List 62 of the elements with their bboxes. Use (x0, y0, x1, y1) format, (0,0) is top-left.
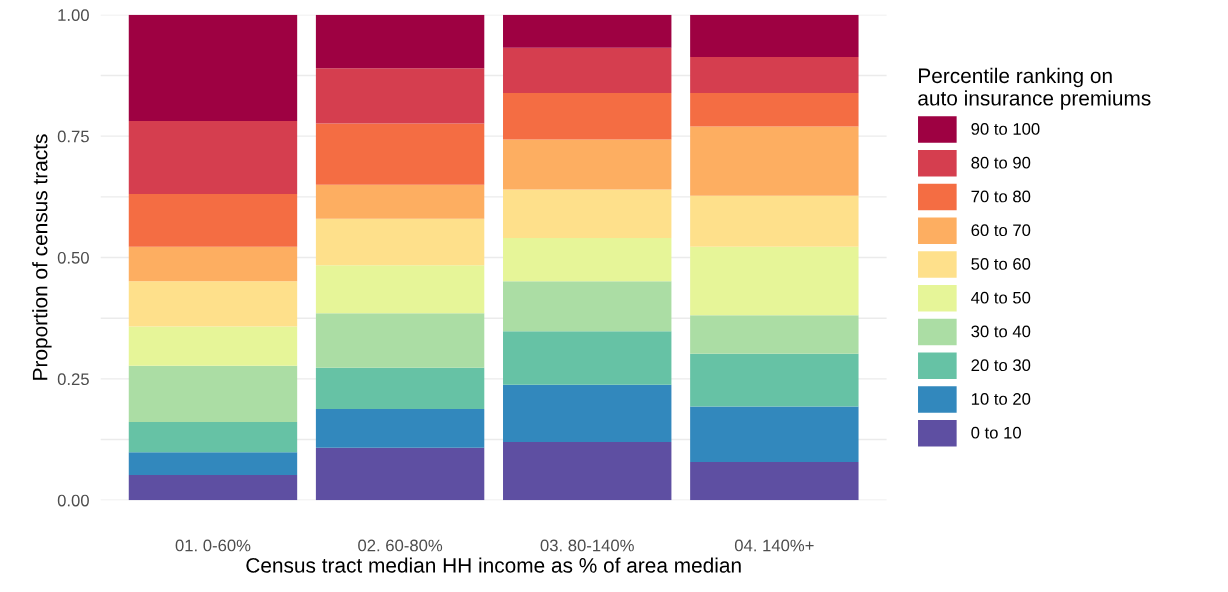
bar (315, 218, 485, 266)
bar (503, 238, 672, 282)
bar (128, 14, 298, 122)
y-tick-label: 1.00 (58, 9, 89, 21)
legend-label: 0 to 10 (971, 426, 1021, 439)
y-tick-label: 0.75 (57, 130, 89, 143)
legend-label: 80 to 90 (971, 156, 1031, 169)
legend-label: 50 to 60 (971, 258, 1031, 270)
legend-label: 60 to 70 (971, 224, 1031, 237)
bar (503, 281, 672, 332)
bar (128, 281, 298, 327)
bar (128, 365, 298, 423)
bar (503, 92, 672, 140)
bar (315, 68, 485, 124)
bar (315, 265, 485, 314)
bar (503, 189, 672, 239)
bar (503, 139, 672, 190)
bar (690, 315, 859, 354)
x-tick-label: 04. 140%+ (734, 539, 814, 552)
y-tick-label: 0.50 (57, 251, 89, 264)
legend-title: Percentile ranking on auto insurance premiums (918, 67, 1151, 110)
bar (503, 384, 672, 442)
legend-label: 90 to 100 (971, 123, 1040, 135)
bar (690, 246, 859, 316)
bar (128, 422, 298, 453)
legend-label: 70 to 80 (971, 190, 1031, 203)
bar (690, 92, 859, 127)
bar (690, 14, 859, 58)
bar (315, 14, 485, 69)
bar (503, 47, 672, 93)
bar (128, 246, 298, 282)
x-tick-label: 01. 0-60% (175, 539, 251, 552)
bar (690, 353, 859, 407)
x-axis-title: Census tract median HH income as % of area median (246, 557, 741, 573)
legend-label: 20 to 30 (971, 359, 1031, 372)
x-tick-label: 02. 60-80% (358, 539, 443, 552)
x-tick-label: 03. 80-140% (540, 539, 634, 552)
y-tick-label: 0.00 (57, 494, 89, 507)
bar (128, 193, 298, 247)
bar (315, 184, 485, 219)
bar (128, 452, 298, 475)
bar (503, 331, 672, 385)
bar (503, 441, 672, 501)
bar (690, 195, 859, 247)
bar (690, 406, 859, 462)
bar (315, 408, 485, 448)
legend-label: 30 to 40 (971, 325, 1031, 338)
bar (503, 14, 672, 48)
bar (690, 461, 859, 501)
bar (690, 126, 859, 196)
bar (315, 123, 485, 185)
legend-label: 40 to 50 (971, 291, 1031, 304)
y-tick-label: 0.25 (57, 373, 89, 386)
bar (690, 57, 859, 93)
bar (315, 447, 485, 501)
y-axis-title: Proportion of census tracts (32, 134, 52, 380)
bar (315, 313, 485, 368)
bar (128, 326, 298, 366)
bar (315, 367, 485, 409)
bar (128, 121, 298, 194)
bar (128, 475, 298, 501)
legend-label: 10 to 20 (971, 393, 1031, 405)
